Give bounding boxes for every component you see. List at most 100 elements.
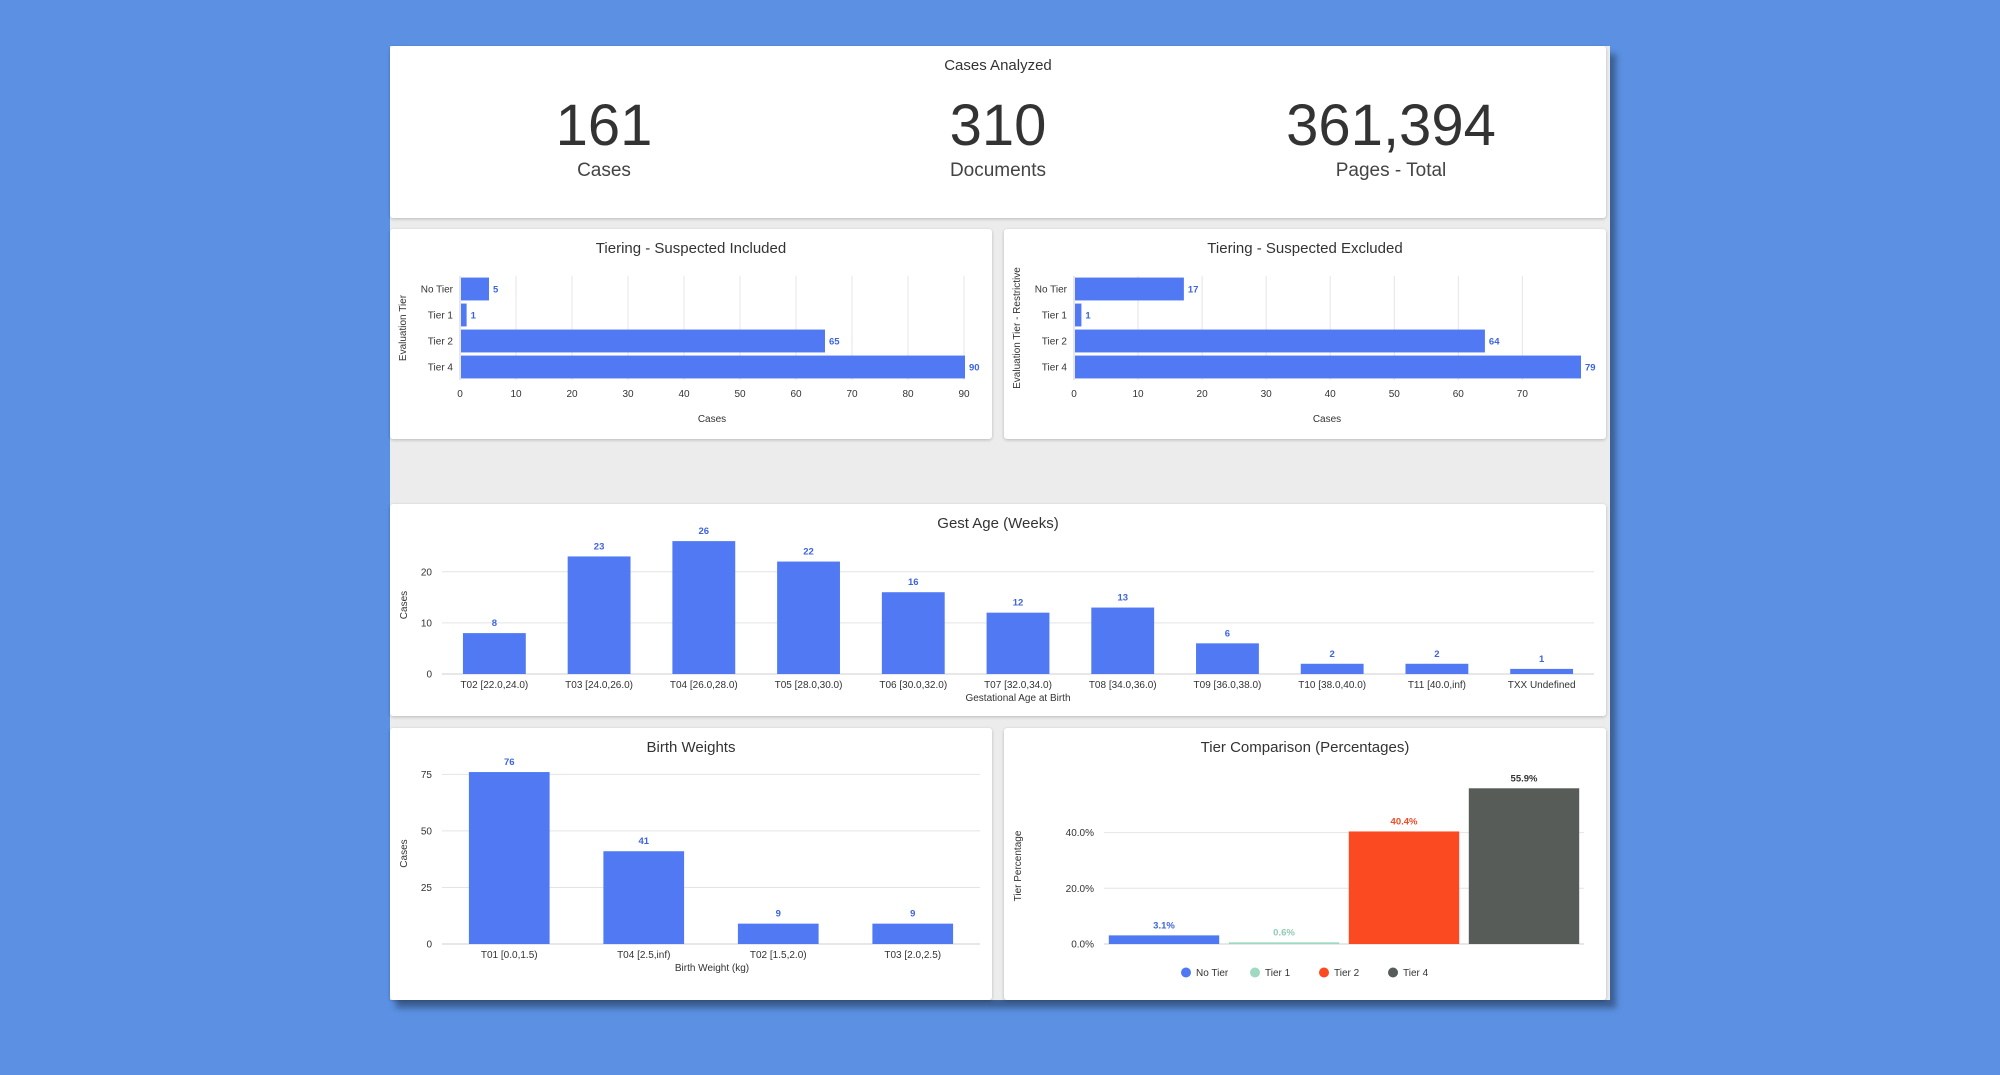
stat-documents-value: 310 [949, 93, 1047, 158]
stat-cases: 161 Cases [454, 94, 754, 182]
data-label: 17 [1188, 285, 1199, 296]
bar-tier-1 [1228, 942, 1340, 944]
x-tick-label: 10 [510, 389, 522, 400]
data-label: 65 [829, 337, 840, 348]
y-tick-label: 0 [426, 670, 432, 681]
x-tick-label: T10 [38.0,40.0) [1298, 680, 1366, 691]
bar-t03-2-0-2-5 [872, 923, 954, 944]
data-label: 41 [638, 836, 649, 847]
y-tick-label: Tier 2 [1042, 337, 1068, 348]
x-tick-label: T04 [26.0,28.0) [670, 680, 738, 691]
stat-pages-value: 361,394 [1286, 93, 1496, 158]
y-tick-label: 25 [421, 883, 433, 894]
gest-title: Gest Age (Weeks) [937, 515, 1059, 532]
bar-no-tier [1108, 935, 1220, 944]
bar-t08-34-0-36-0 [1091, 607, 1155, 674]
x-tick-label: T08 [34.0,36.0) [1089, 680, 1157, 691]
x-tick-label: 10 [1132, 389, 1144, 400]
gest-panel: Gest Age (Weeks) 0 10 20 8 T02 [22.0,24.0) 23… [390, 504, 1606, 716]
y-tick-label: Tier 4 [428, 363, 454, 374]
x-tick-label: T04 [2.5,inf) [617, 950, 670, 961]
y-tick-label: 20 [421, 567, 433, 578]
tier-panel: Tier Comparison (Percentages) 0.0% 20.0% 4… [1004, 728, 1606, 1000]
y-axis-title: Cases [399, 591, 410, 619]
data-label: 79 [1585, 363, 1596, 374]
summary-panel: Cases Analyzed 161 Cases 310 Documents 3… [390, 46, 1606, 218]
legend-label-tier-4: Tier 4 [1403, 968, 1429, 979]
data-label: 2 [1330, 649, 1335, 660]
y-axis-title: Tier Percentage [1013, 830, 1024, 901]
bar-tier-4 [1468, 788, 1580, 944]
data-label: 3.1% [1153, 920, 1175, 931]
x-tick-label: T06 [30.0,32.0) [879, 680, 947, 691]
x-axis-title: Cases [698, 414, 726, 425]
bar-tier-4 [461, 355, 965, 379]
excluded-panel: Tiering - Suspected Excluded 0 10 20 30 40 50… [1004, 229, 1606, 439]
data-label: 22 [803, 547, 814, 558]
legend-swatch-tier-1 [1250, 967, 1260, 978]
data-label: 23 [594, 541, 605, 552]
bar-tier-2 [461, 329, 825, 353]
x-tick-label: 70 [1517, 389, 1529, 400]
x-tick-label: 70 [846, 389, 858, 400]
x-tick-label: T02 [22.0,24.0) [460, 680, 528, 691]
y-tick-label: 10 [421, 618, 433, 629]
data-label: 64 [1489, 337, 1500, 348]
y-tick-label: Tier 2 [428, 337, 454, 348]
x-tick-label: 50 [1389, 389, 1401, 400]
x-axis-title: Cases [1313, 414, 1341, 425]
stat-documents-label: Documents [949, 159, 1047, 181]
bar-t02-22-0-24-0 [462, 633, 526, 674]
x-tick-label: 0 [457, 389, 463, 400]
stat-documents: 310 Documents [848, 94, 1148, 182]
x-tick-label: 0 [1071, 389, 1077, 400]
data-label: 1 [1085, 311, 1091, 322]
x-tick-label: T05 [28.0,30.0) [775, 680, 843, 691]
legend-swatch-tier-4 [1388, 967, 1398, 978]
data-label: 8 [492, 618, 497, 629]
tier-chart: 0.0% 20.0% 40.0% 3.1% 0.6% 40.4% 55.9% Tier Per… [1013, 773, 1584, 979]
x-tick-label: T01 [0.0,1.5) [481, 950, 538, 961]
bar-t09-36-0-38-0 [1196, 643, 1259, 674]
stat-cases-label: Cases [577, 159, 631, 181]
data-label: 76 [504, 757, 515, 768]
y-tick-label: 0.0% [1071, 940, 1094, 951]
y-tick-label: No Tier [421, 285, 454, 296]
summary-title: Cases Analyzed [944, 57, 1052, 74]
y-tick-label: Tier 1 [428, 311, 454, 322]
x-tick-label: 30 [622, 389, 634, 400]
x-tick-label: 40 [678, 389, 690, 400]
data-label: 16 [908, 577, 919, 588]
data-label: 6 [1225, 628, 1230, 639]
legend-label-tier-2: Tier 2 [1334, 968, 1360, 979]
stat-pages: 361,394 Pages - Total [1241, 94, 1541, 182]
stat-pages-label: Pages - Total [1335, 159, 1447, 181]
data-label: 12 [1013, 598, 1024, 609]
bar-t03-24-0-26-0 [567, 556, 631, 674]
bar-t06-30-0-32-0 [881, 592, 945, 674]
data-label: 40.4% [1391, 816, 1418, 827]
y-tick-label: 40.0% [1066, 828, 1094, 839]
legend-swatch-no-tier [1181, 967, 1191, 978]
data-label: 0.6% [1273, 927, 1295, 938]
bar-t02-1-5-2-0 [737, 923, 819, 944]
birth-chart: 0 25 50 75 76 T01 [0.0,1.5) 41 T04 [2.5,inf) 9 T0… [399, 757, 980, 974]
y-tick-label: 50 [421, 826, 433, 837]
y-tick-label: Tier 1 [1042, 311, 1068, 322]
data-label: 1 [471, 311, 477, 322]
data-label: 26 [699, 526, 710, 537]
tier-title: Tier Comparison (Percentages) [1200, 739, 1410, 756]
x-tick-label: 30 [1261, 389, 1273, 400]
x-tick-label: 60 [790, 389, 802, 400]
y-tick-label: 20.0% [1066, 884, 1094, 895]
x-tick-label: T03 [2.0,2.5) [884, 950, 941, 961]
bar-tier-1 [1075, 303, 1082, 327]
bar-no-tier [1075, 277, 1184, 301]
data-label: 90 [969, 363, 980, 374]
x-tick-label: T03 [24.0,26.0) [565, 680, 633, 691]
bar-tier-1 [461, 303, 467, 327]
legend-label-no-tier: No Tier [1196, 968, 1229, 979]
birth-title: Birth Weights [646, 739, 736, 756]
excluded-chart: 0 10 20 30 40 50 60 70 No Tier 17 Tier 1 1 Tier 2 64 T… [1012, 267, 1596, 425]
